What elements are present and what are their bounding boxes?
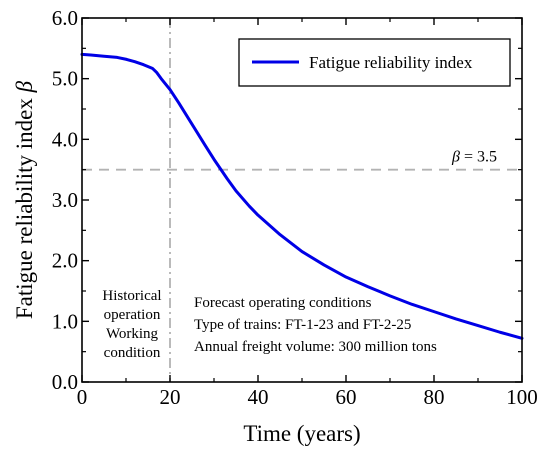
y-tick-label: 3.0 (52, 188, 78, 212)
x-tick-label: 20 (160, 385, 181, 409)
x-tick-label: 60 (336, 385, 357, 409)
legend-label: Fatigue reliability index (309, 53, 473, 72)
x-tick-label: 40 (248, 385, 269, 409)
y-tick-label: 0.0 (52, 370, 78, 394)
forecast-annotation-line: Annual freight volume: 300 million tons (194, 339, 437, 355)
forecast-annotation-line: Forecast operating conditions (194, 295, 372, 311)
y-axis-title: Fatigue reliability index β (12, 80, 37, 319)
annotations: Historical operation Working condition Forec… (102, 288, 437, 361)
forecast-annotation-line: Type of trains: FT-1-23 and FT-2-25 (194, 317, 411, 333)
historical-annotation-line: Historical (102, 288, 161, 304)
y-tick-label: 5.0 (52, 67, 78, 91)
x-tick-label: 0 (77, 385, 88, 409)
legend: Fatigue reliability index (238, 38, 511, 87)
historical-annotation-line: Working (106, 326, 159, 342)
reference-lines: β = 3.5 (82, 18, 522, 382)
historical-annotation-line: condition (104, 345, 161, 361)
threshold-label: β = 3.5 (451, 149, 497, 166)
x-axis-title: Time (years) (243, 421, 360, 446)
y-tick-label: 1.0 (52, 309, 78, 333)
series-line-0 (80, 52, 524, 340)
historical-annotation-line: operation (104, 307, 161, 323)
axis-titles: Time (years) Fatigue reliability index β (12, 80, 361, 446)
axis-ticks: 0 20 40 60 80 100 0.0 1.0 2.0 3.0 4.0 5.0 6.0 (52, 6, 538, 409)
x-tick-label: 80 (424, 385, 445, 409)
y-tick-label: 6.0 (52, 6, 78, 30)
y-tick-label: 2.0 (52, 249, 78, 273)
x-tick-label: 100 (506, 385, 538, 409)
y-tick-label: 4.0 (52, 127, 78, 151)
series-lines (80, 52, 524, 340)
